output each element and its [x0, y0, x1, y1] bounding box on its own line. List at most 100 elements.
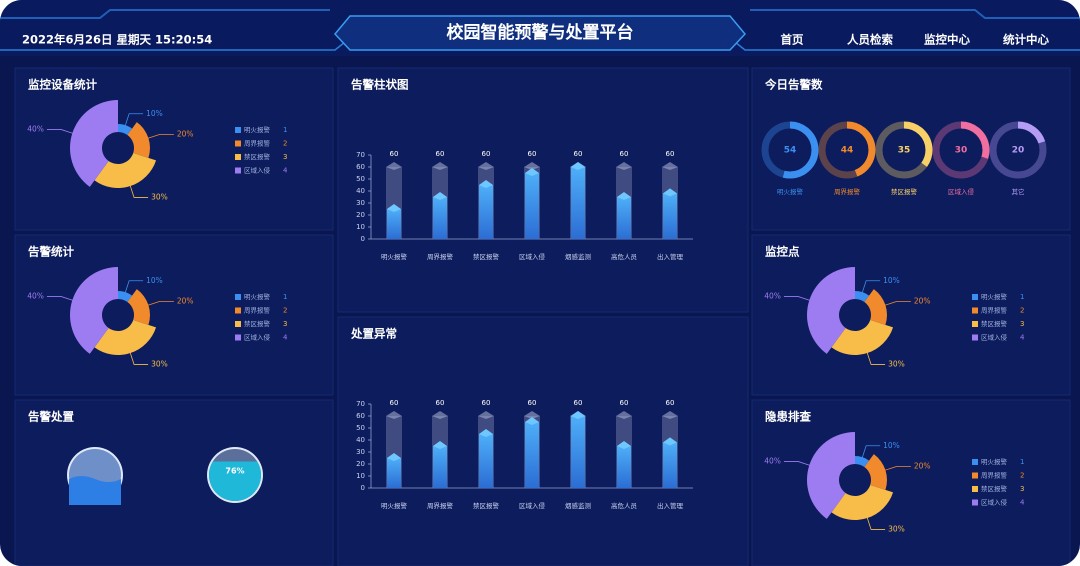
leader-line [124, 113, 144, 129]
legend-number: 4 [1020, 334, 1025, 342]
nav-item[interactable]: 统计中心 [1003, 33, 1049, 47]
ring-arc [761, 121, 819, 179]
legend-swatch [235, 140, 241, 147]
pie-slice [94, 319, 157, 355]
y-tick-label: 10 [356, 223, 365, 231]
value-label: 10% [146, 276, 163, 285]
bar-cap [662, 411, 678, 419]
legend-swatch [972, 472, 978, 479]
ring-label: 区域入侵 [948, 187, 975, 196]
legend-swatch [235, 167, 241, 174]
ring-value: 20 [1012, 146, 1025, 156]
bar-cap [386, 411, 402, 419]
data-label: 60 [620, 399, 629, 407]
legend-number: 4 [283, 167, 288, 175]
legend-number: 3 [1020, 485, 1024, 493]
pie-slice [864, 289, 887, 325]
legend-swatch [972, 334, 978, 341]
nav-item[interactable]: 监控中心 [924, 33, 970, 47]
panel-title: 告警柱状图 [351, 78, 409, 92]
y-tick-label: 60 [356, 163, 365, 171]
y-tick-label: 10 [356, 472, 365, 480]
data-label: 60 [482, 399, 491, 407]
bar [617, 197, 631, 239]
bar-cap [616, 162, 632, 170]
legend-number: 1 [1020, 458, 1024, 466]
bar [525, 173, 539, 239]
data-label: 60 [620, 150, 629, 158]
legend-number: 3 [1020, 320, 1024, 328]
pie-slice [118, 124, 133, 136]
legend-swatch [972, 459, 978, 465]
value-label: 40% [27, 291, 44, 300]
gauge-wave [69, 476, 121, 505]
panel [751, 67, 1071, 231]
y-tick-label: 60 [356, 412, 365, 420]
bar [479, 434, 493, 488]
nav-item[interactable]: 首页 [781, 33, 804, 47]
legend-swatch [235, 294, 241, 300]
value-label: 30% [888, 359, 905, 368]
x-tick-label: 区域入侵 [519, 501, 546, 510]
datetime: 2022年6月26日 星期天 15:20:54 [22, 33, 212, 47]
legend-swatch [972, 307, 978, 314]
legend-label: 区域入侵 [244, 166, 271, 175]
leader-line [783, 296, 813, 302]
legend-label: 禁区报警 [981, 319, 1008, 328]
legend-swatch [235, 127, 241, 133]
bar-cap [525, 417, 539, 425]
x-tick-label: 禁区报警 [473, 501, 500, 510]
bar [617, 446, 631, 488]
bar-cap [479, 429, 493, 437]
data-label: 60 [436, 399, 445, 407]
legend-label: 禁区报警 [244, 152, 271, 161]
bar-cap [524, 162, 540, 170]
pie-slice [70, 267, 118, 354]
legend-label: 周界报警 [981, 306, 1008, 315]
legend-swatch [972, 499, 978, 506]
ring-label: 禁区报警 [891, 187, 918, 196]
pie-slice [127, 122, 150, 158]
panel-title: 今日告警数 [764, 78, 823, 92]
y-tick-label: 40 [356, 187, 365, 195]
bar [433, 446, 447, 488]
y-tick-label: 0 [361, 235, 365, 243]
bar [663, 193, 677, 239]
bar-cap [387, 453, 401, 461]
legend-label: 周界报警 [244, 139, 271, 148]
legend-number: 4 [1020, 499, 1025, 507]
panel [337, 67, 749, 313]
leader-line [882, 301, 911, 307]
leader-line [861, 445, 881, 461]
x-tick-label: 高危人员 [611, 501, 638, 510]
data-label: 60 [482, 150, 491, 158]
legend-label: 明火报警 [981, 292, 1008, 301]
value-label: 30% [888, 524, 905, 533]
legend-number: 2 [1020, 307, 1024, 315]
bar [525, 422, 539, 488]
panels: 监控设备统计 10% 20% 30% 40% 明火报警 1 周界报警 2 禁区报警 3 区域入侵 4 告警… [14, 67, 1071, 566]
x-tick-label: 明火报警 [381, 501, 408, 510]
data-label: 60 [574, 399, 583, 407]
bar-cap [433, 441, 447, 449]
bar-cap [617, 192, 631, 200]
legend-number: 1 [283, 126, 287, 134]
panel [14, 67, 334, 231]
y-tick-label: 30 [356, 199, 365, 207]
bar [387, 209, 401, 239]
leader-line [124, 280, 144, 296]
y-tick-label: 50 [356, 175, 365, 183]
legend-number: 2 [283, 307, 287, 315]
y-tick-label: 20 [356, 211, 365, 219]
legend-label: 区域入侵 [244, 333, 271, 342]
legend-number: 2 [1020, 472, 1024, 480]
bar-cap [525, 168, 539, 176]
y-tick-label: 0 [361, 484, 365, 492]
nav-item[interactable]: 人员检索 [847, 33, 893, 47]
leader-line [145, 134, 174, 140]
panel-title: 监控设备统计 [28, 78, 97, 92]
leader-line [145, 301, 174, 307]
legend-label: 禁区报警 [981, 484, 1008, 493]
data-label: 60 [574, 150, 583, 158]
leader-line [783, 461, 813, 467]
